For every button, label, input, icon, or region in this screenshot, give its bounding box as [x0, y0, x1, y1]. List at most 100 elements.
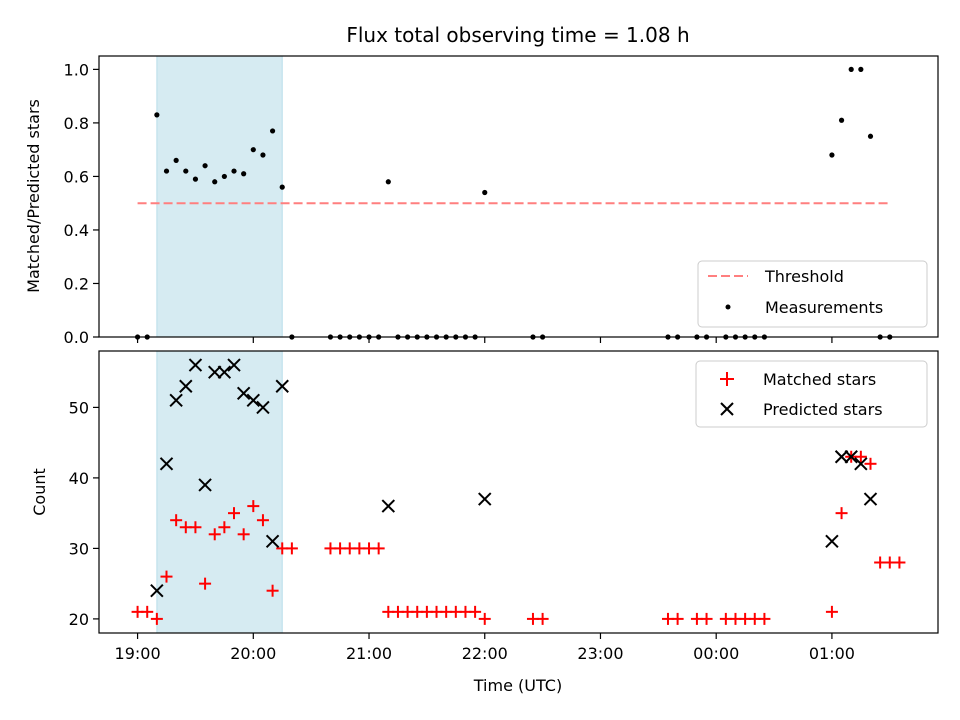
predicted-star-point	[169, 393, 183, 408]
predicted-star-point	[217, 365, 232, 379]
matched-star-point	[208, 528, 221, 541]
count-plot-frame	[98, 350, 939, 634]
legend-matched-label: Matched stars	[763, 370, 876, 389]
predicted-star-point	[834, 450, 849, 464]
matched-star-point	[189, 521, 202, 534]
predicted-star-point	[236, 386, 251, 401]
legend-matched-swatch	[720, 372, 734, 386]
ratio-y-axis-label: Matched/Predicted stars	[24, 99, 43, 293]
matched-star-point	[141, 605, 154, 618]
measurement-point	[838, 117, 845, 123]
count-legend: Matched stars Predicted stars	[695, 360, 928, 428]
matched-star-point	[700, 612, 713, 625]
predicted-star-point	[246, 393, 261, 408]
predicted-star-points	[150, 358, 878, 598]
measurement-point	[202, 163, 208, 169]
matched-star-point	[256, 514, 269, 527]
measurement-point	[183, 168, 189, 174]
matched-star-point	[478, 612, 491, 625]
ratio-y-tick-label: 0.2	[64, 274, 89, 293]
matched-star-point	[160, 570, 173, 583]
measurement-point	[192, 176, 199, 182]
measurement-point	[163, 168, 170, 174]
matched-star-point	[237, 528, 250, 541]
measurement-point	[269, 128, 276, 134]
count-y-axis-label: Count	[30, 468, 49, 516]
count-x-ticks: 19:00 20:00 21:00 22:00 23:00 00:00 01:00	[115, 633, 855, 663]
matched-star-point	[170, 514, 183, 527]
count-x-tick-label: 20:00	[230, 644, 276, 663]
x-axis-label: Time (UTC)	[473, 676, 562, 695]
count-y-tick-label: 40	[69, 469, 89, 488]
legend-threshold-label: Threshold	[764, 267, 844, 286]
count-x-tick-label: 00:00	[693, 644, 739, 663]
matched-star-point	[228, 507, 241, 520]
predicted-star-point	[265, 534, 280, 549]
measurement-point	[279, 184, 285, 190]
matched-star-points	[131, 450, 906, 625]
matched-star-point	[864, 457, 877, 470]
predicted-star-point	[198, 478, 212, 492]
measurement-point	[231, 168, 237, 174]
matched-star-point	[671, 612, 684, 625]
predicted-star-point	[208, 365, 222, 379]
measurement-point	[154, 112, 160, 118]
predicted-star-point	[863, 492, 878, 506]
measurement-point	[482, 189, 488, 196]
measurement-point	[848, 66, 854, 72]
count-x-tick-label: 21:00	[346, 644, 392, 663]
predicted-star-point	[256, 400, 270, 415]
count-x-tick-label: 01:00	[809, 644, 855, 663]
measurement-point	[241, 171, 247, 177]
matched-star-point	[266, 584, 279, 597]
count-legend-box	[695, 360, 928, 428]
ratio-y-tick-label: 1.0	[64, 60, 89, 79]
count-x-tick-label: 22:00	[462, 644, 508, 663]
predicted-star-point	[227, 358, 241, 372]
ratio-y-ticks: 0.0 0.2 0.4 0.6 0.8 1.0	[64, 60, 99, 347]
matched-star-point	[835, 507, 848, 520]
ratio-y-tick-label: 0.0	[64, 328, 89, 347]
matched-star-point	[469, 605, 482, 618]
predicted-star-point	[188, 358, 203, 372]
matched-star-point	[199, 577, 212, 590]
predicted-star-point	[825, 534, 839, 549]
ratio-legend: Threshold Measurements	[697, 260, 928, 328]
predicted-star-point	[844, 450, 858, 464]
measurement-point	[260, 152, 266, 158]
predicted-star-point	[159, 457, 174, 471]
matched-star-point	[893, 556, 906, 569]
predicted-star-point	[275, 379, 289, 393]
count-y-ticks: 20 30 40 50	[69, 398, 99, 629]
measurement-point	[173, 157, 179, 163]
matched-star-point	[285, 542, 298, 555]
ratio-y-tick-label: 0.6	[64, 167, 89, 186]
ratio-legend-box	[697, 260, 928, 328]
matched-star-point	[854, 450, 867, 463]
ratio-y-tick-label: 0.8	[64, 114, 89, 133]
legend-measurements-label: Measurements	[765, 298, 883, 317]
matched-star-point	[536, 612, 549, 625]
legend-predicted-label: Predicted stars	[763, 400, 883, 419]
measurement-point	[858, 66, 864, 72]
predicted-star-point	[179, 379, 193, 393]
measurement-point	[385, 179, 391, 185]
chart-title: Flux total observing time = 1.08 h	[346, 23, 689, 47]
predicted-star-point	[381, 499, 396, 513]
predicted-star-point	[478, 492, 492, 506]
ratio-shaded-span	[156, 55, 283, 338]
ratio-y-tick-label: 0.4	[64, 221, 89, 240]
count-y-tick-label: 20	[69, 610, 89, 629]
count-panel: 20 30 40 50 19:00 20:00 21:00 22:00 23:00 00:00 0…	[30, 350, 939, 695]
matched-star-point	[372, 542, 385, 555]
measurement-point	[867, 133, 874, 139]
count-shaded-span	[156, 350, 283, 634]
legend-measurements-swatch	[725, 304, 731, 310]
measurement-point	[221, 173, 227, 180]
ratio-plot-frame	[98, 55, 939, 338]
legend-predicted-swatch	[720, 402, 734, 416]
matched-star-point	[247, 500, 260, 513]
count-y-tick-label: 30	[69, 539, 89, 558]
count-x-tick-label: 23:00	[577, 644, 623, 663]
